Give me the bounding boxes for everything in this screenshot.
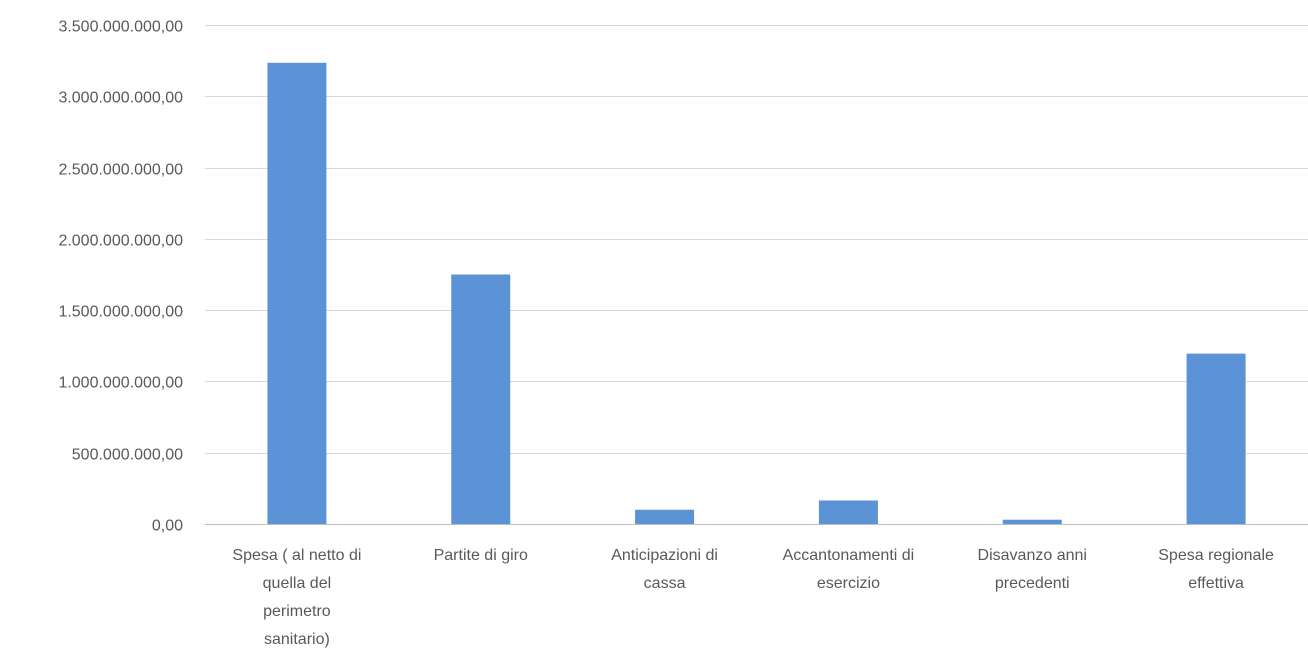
bar [1186, 353, 1246, 524]
y-tick-label: 3.500.000.000,00 [58, 19, 183, 36]
y-tick-label: 0,00 [152, 518, 183, 535]
x-category-label: Disavanzo anni precedenti [978, 547, 1087, 592]
x-category-label: Anticipazioni di cassa [611, 547, 718, 592]
y-tick-label: 500.000.000,00 [72, 447, 183, 464]
bar [635, 509, 695, 524]
x-category-label: Partite di giro [434, 547, 528, 564]
gridlines [205, 25, 1308, 525]
y-tick-label: 1.000.000.000,00 [58, 375, 183, 392]
y-tick-label: 1.500.000.000,00 [58, 304, 183, 321]
bar [267, 62, 327, 524]
x-category-label: Spesa ( al netto di quella del perimetro sa… [232, 547, 361, 648]
bar [1002, 519, 1062, 524]
bar [818, 500, 878, 524]
y-tick-label: 2.000.000.000,00 [58, 233, 183, 250]
x-category-label: Accantonamenti di esercizio [783, 547, 915, 592]
bars [267, 62, 1246, 524]
x-axis-labels: Spesa ( al netto di quella del perimetro sa… [232, 547, 1274, 648]
bar [451, 274, 511, 524]
y-tick-label: 2.500.000.000,00 [58, 162, 183, 179]
x-category-label: Spesa regionale effettiva [1158, 547, 1274, 592]
y-axis-ticks: 0,00 500.000.000,00 1.000.000.000,00 1.500.… [58, 19, 183, 535]
y-tick-label: 3.000.000.000,00 [58, 90, 183, 107]
